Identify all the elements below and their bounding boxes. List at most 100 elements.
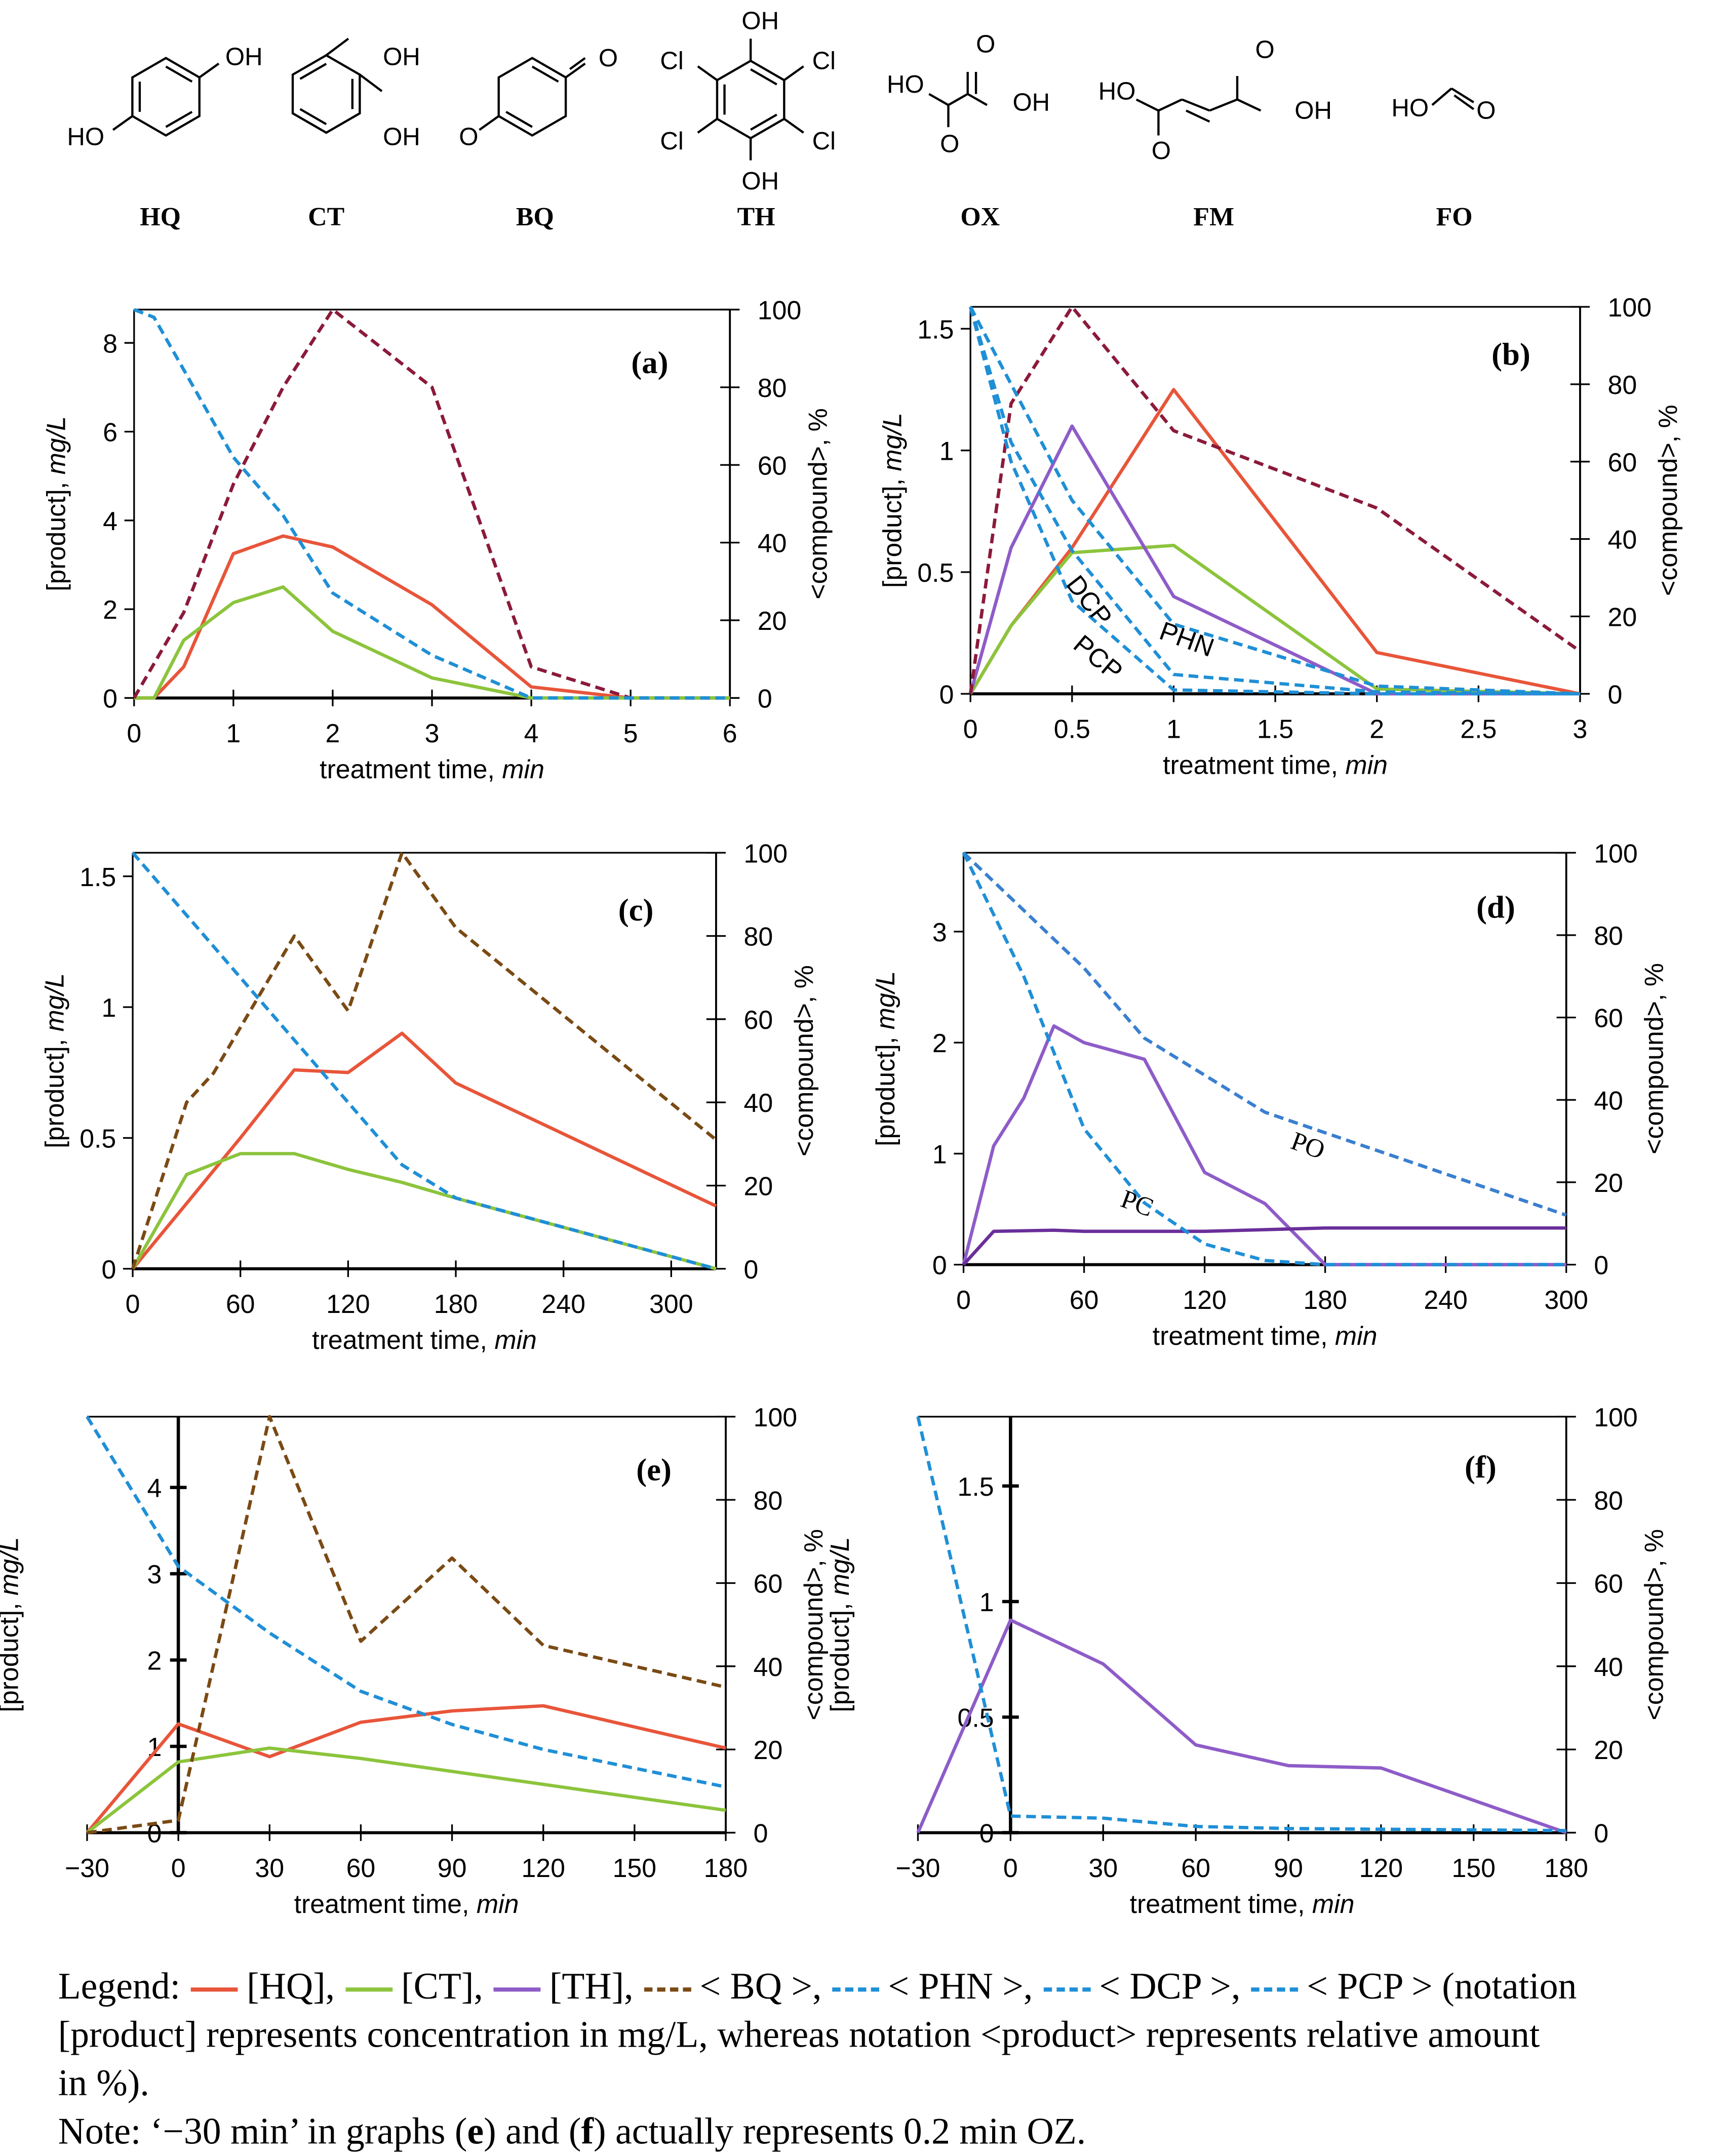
bond [697,65,718,82]
y2-tick-label: 40 [744,1088,773,1117]
bond [1135,98,1159,112]
data-point-pcp [1288,1828,1289,1829]
legend-line-3: in %). [58,2062,149,2104]
x-tick-label: 150 [613,1853,657,1883]
atom-label: Cl [660,47,683,74]
double-bond [750,68,777,86]
y-axis-label: [product], mg/L [878,413,907,588]
legend-label-pcp: < PCP > (notation [1307,1965,1577,2007]
double-bond [505,110,533,128]
x-axis-label: treatment time, min [1130,1889,1355,1919]
legend-label-phn: < PHN >, [888,1965,1033,2007]
x-axis-label: treatment time, min [1163,750,1388,780]
legend-prefix: Legend: [58,1965,181,2007]
x-tick-label: 1 [1166,714,1181,744]
y2-tick-label: 40 [1594,1086,1623,1115]
x-tick-label: 180 [1303,1285,1347,1314]
data-point-bq1 [431,387,433,388]
data-point-bq2 [87,1832,88,1833]
y-tick-label: 2 [103,595,117,624]
x-tick-label: 0 [1003,1853,1018,1883]
series-line-ct [86,1746,726,1834]
y-axis-label-text: [product], [825,1595,854,1712]
bond [1181,98,1210,112]
x-tick-label: 60 [1181,1853,1210,1883]
y2-tick-label: 60 [758,451,787,480]
y2-tick-label: 20 [758,606,787,635]
x-tick-label: 180 [704,1853,748,1883]
y-tick-label: 1.5 [957,1472,994,1501]
data-point-hq [269,1756,270,1757]
legend-label-hq: [HQ], [247,1965,335,2007]
annotation-dcp: DCP [1061,570,1118,631]
legend-swatch-dcp [1044,1987,1091,1992]
y2-tick-label: 0 [1594,1819,1608,1848]
y2-tick-label: 20 [744,1172,773,1201]
y-axis-label-unit: mg/L [871,971,900,1029]
y-tick-label: 0 [932,1251,947,1280]
y2-tick-label: 60 [744,1005,773,1034]
atom-label: Cl [812,47,836,74]
y2-axis-label: <compound>, % [803,408,832,600]
data-point-phn [240,977,241,978]
atom-label: O [599,45,618,72]
atom-label: HO [1098,78,1136,105]
y-axis-label-unit: mg/L [878,413,907,471]
panel-label: (b) [1491,337,1530,372]
chart-d: 0 60 120 180 240 3000123020406080100treatment… [871,839,1669,1350]
y2-axis-label: <compound>, % [799,1529,828,1721]
chart-c: 0 60 120 180 240 300 0 0.5 1 1.5 0 20 40 60 80 100 treat… [40,839,818,1354]
y-tick-label: 0.5 [80,1124,116,1153]
data-point-bq2 [186,1102,187,1103]
x-tick-label: 0.5 [1054,714,1090,744]
structure-fm: FM HO O OH O [1098,36,1332,231]
y2-tick-label: 0 [1594,1251,1608,1280]
x-tick-label: 4 [524,718,539,748]
x-tick-label: 2 [326,718,340,748]
atom-label: O [1255,36,1274,64]
x-tick-label: 0 [127,718,141,748]
series-line-hq [131,1031,717,1270]
series-line-bq1 [132,308,632,700]
series-line-th2 [962,1226,1566,1266]
series-line-pcp [969,306,1580,696]
y2-tick-label: 0 [744,1255,759,1284]
panel-label: (e) [636,1452,672,1487]
series-line-dcp [969,306,1580,696]
y2-tick-label: 0 [754,1819,768,1848]
y2-tick-label: 80 [754,1486,783,1515]
x-tick-label: 60 [346,1853,376,1883]
y2-axis-label: <compound>, % [789,965,818,1156]
double-bond [299,108,327,126]
x-tick-label: 120 [1359,1853,1403,1883]
x-tick-label: 0 [956,1285,971,1314]
structure-label: BQ [516,203,554,231]
y2-tick-label: 80 [744,922,773,951]
data-point-th2 [1204,1231,1205,1232]
atom-label: O [940,130,959,157]
y-axis-label-text: [product], [0,1595,23,1712]
ring-bond [497,57,567,137]
data-point-bq1 [283,387,284,388]
x-axis-label-unit: min [1312,1889,1355,1919]
x-tick-label: −30 [65,1853,109,1883]
atom-label: HO [1391,94,1429,122]
y2-tick-label: 80 [1608,370,1637,400]
data-point-hq [1173,389,1174,390]
y-axis-label-unit: mg/L [825,1537,854,1595]
bond [199,62,220,78]
data-point-pcp [1072,601,1073,602]
data-point-phn [1072,500,1073,501]
atom-label: OH [383,124,420,151]
atom-label: OH [1294,97,1332,125]
structure-label: FM [1193,203,1234,231]
annotation-pcp: PCP [1068,629,1128,686]
x-tick-label: 3 [1573,714,1588,744]
y-tick-label: 6 [103,418,117,447]
x-axis-label: treatment time, min [312,1325,537,1354]
x-axis-label-unit: min [477,1889,519,1919]
bond [569,57,586,70]
annotation-pc: PC [1117,1184,1157,1222]
x-axis-label-text: treatment time, [320,754,502,784]
